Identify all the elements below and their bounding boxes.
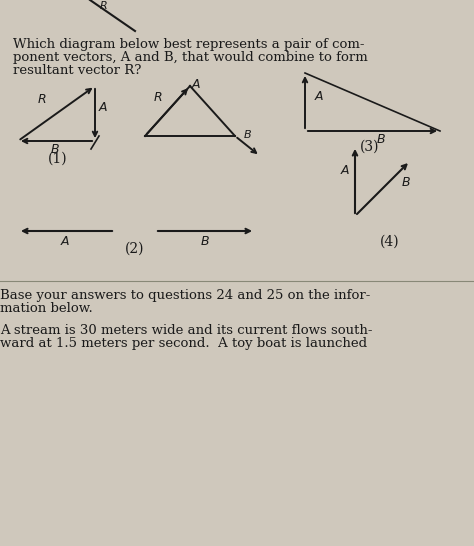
Text: mation below.: mation below. <box>0 302 93 315</box>
Text: A stream is 30 meters wide and its current flows south-: A stream is 30 meters wide and its curre… <box>0 324 373 337</box>
Text: R: R <box>38 93 46 106</box>
Text: A: A <box>99 101 107 114</box>
Text: (1): (1) <box>48 152 68 166</box>
Text: Which diagram below best represents a pair of com-: Which diagram below best represents a pa… <box>13 38 365 51</box>
Text: (3): (3) <box>360 140 380 154</box>
Text: resultant vector R?: resultant vector R? <box>13 64 141 77</box>
Text: A: A <box>192 78 200 91</box>
Text: (4): (4) <box>380 235 400 249</box>
Text: B: B <box>402 176 410 189</box>
Text: ward at 1.5 meters per second.  A toy boat is launched: ward at 1.5 meters per second. A toy boa… <box>0 337 367 350</box>
Text: B: B <box>51 143 59 156</box>
Text: A: A <box>61 235 69 248</box>
Text: Base your answers to questions 24 and 25 on the infor-: Base your answers to questions 24 and 25… <box>0 289 370 302</box>
Text: B: B <box>201 235 210 248</box>
Text: A: A <box>341 164 349 177</box>
Text: R: R <box>100 1 108 11</box>
Text: B: B <box>377 133 386 146</box>
Text: B: B <box>244 130 252 140</box>
Text: A: A <box>315 90 323 103</box>
Text: (2): (2) <box>125 242 145 256</box>
Text: ponent vectors, A and B, that would combine to form: ponent vectors, A and B, that would comb… <box>13 51 368 64</box>
Text: R: R <box>154 91 162 104</box>
